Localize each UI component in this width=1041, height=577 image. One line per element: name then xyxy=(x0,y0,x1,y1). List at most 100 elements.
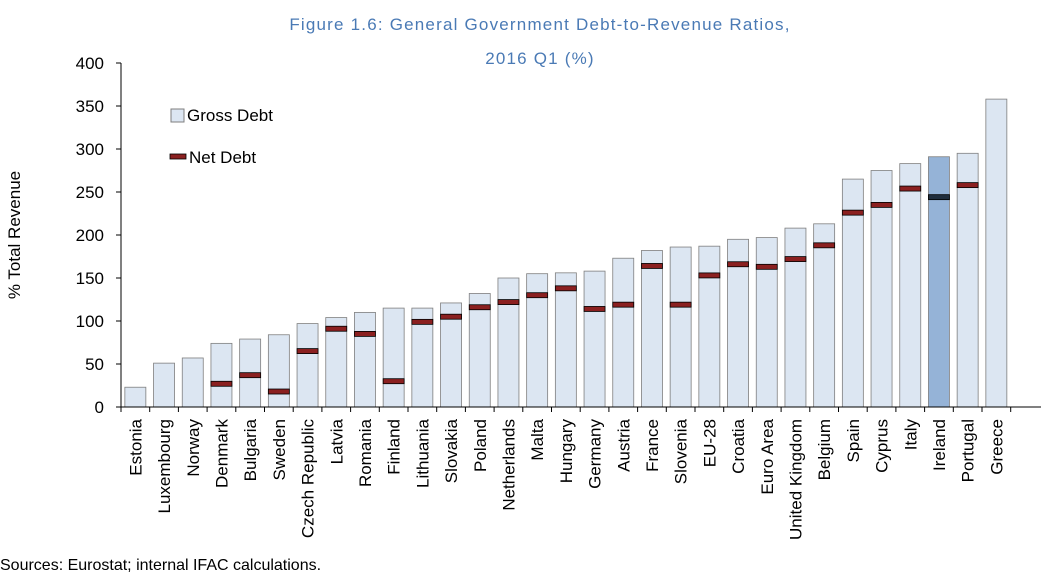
gross-debt-bar-finland xyxy=(382,307,405,408)
x-tick-label: Ireland xyxy=(930,419,949,471)
y-tick-label: 50 xyxy=(85,355,104,374)
x-tick-label: France xyxy=(643,419,662,472)
net-debt-marker-france xyxy=(641,263,663,269)
x-tick-label: Latvia xyxy=(327,418,346,464)
net-debt-marker-latvia xyxy=(325,325,348,332)
gross-debt-bar-euro-area xyxy=(755,237,778,408)
x-tick-label: Estonia xyxy=(126,418,145,475)
net-debt-marker-italy xyxy=(899,185,922,192)
x-tick-label: Euro Area xyxy=(758,418,777,494)
x-tick-label: Greece xyxy=(987,419,1006,475)
x-tick-label: Spain xyxy=(844,419,863,462)
gross-debt-bar-france xyxy=(641,250,663,408)
x-tick-label: Italy xyxy=(901,419,920,451)
x-tick-label: Netherlands xyxy=(499,419,518,511)
net-debt-marker-czech-republic xyxy=(296,348,319,355)
x-tick-label: EU-28 xyxy=(700,419,719,467)
y-tick-label: 400 xyxy=(76,54,104,73)
x-tick-label: Sweden xyxy=(270,419,289,480)
legend-label-net-debt: Net Debt xyxy=(189,148,256,167)
net-debt-marker-germany xyxy=(583,306,606,312)
net-debt-markers xyxy=(210,182,979,395)
x-tick-label: Slovakia xyxy=(442,418,461,483)
gross-debt-bar-poland xyxy=(468,293,491,408)
legend-swatch-net-debt xyxy=(169,153,187,160)
y-tick-label: 100 xyxy=(76,312,104,331)
legend-swatch-gross-debt xyxy=(170,108,185,123)
y-tick-label: 250 xyxy=(76,183,104,202)
net-debt-marker-eu-28 xyxy=(698,272,721,279)
legend-item-net-debt: Net Debt xyxy=(169,148,256,167)
gross-debt-bar-austria xyxy=(612,257,635,408)
x-tick-label: Malta xyxy=(528,418,547,460)
x-tick-label: Poland xyxy=(471,419,490,472)
net-debt-marker-belgium xyxy=(813,242,836,249)
net-debt-marker-portugal xyxy=(956,182,979,189)
gross-debt-bar-romania xyxy=(354,311,376,408)
gross-debt-bar-germany xyxy=(583,270,606,408)
source-note: Sources: Eurostat; internal IFAC calcula… xyxy=(0,557,322,574)
y-tick-label: 200 xyxy=(76,226,104,245)
gross-debt-bar-slovenia xyxy=(669,246,692,408)
x-tick-label: Romania xyxy=(356,418,375,487)
gross-debt-bar-italy xyxy=(899,163,922,408)
net-debt-marker-euro-area xyxy=(755,263,778,270)
x-tick-label: Luxembourg xyxy=(155,419,174,514)
x-tick-label: Denmark xyxy=(212,419,231,488)
net-debt-marker-ireland xyxy=(928,194,950,201)
gross-debt-bar-belgium xyxy=(813,223,836,408)
net-debt-marker-bulgaria xyxy=(239,372,262,379)
chart-title-line-2: 2016 Q1 (%) xyxy=(485,49,595,68)
gross-debt-bar-sweden xyxy=(267,334,290,408)
chart-title: Figure 1.6: General Government Debt-to-R… xyxy=(289,15,790,68)
net-debt-marker-austria xyxy=(612,301,635,308)
net-debt-marker-slovenia xyxy=(669,301,692,308)
net-debt-marker-poland xyxy=(468,304,491,311)
x-tick-label: Germany xyxy=(586,419,605,489)
legend-label-gross-debt: Gross Debt xyxy=(187,106,273,125)
x-tick-label: United Kingdom xyxy=(786,419,805,540)
net-debt-marker-lithuania xyxy=(411,318,434,325)
y-axis: 0 50 100 150 200 250 300 350 400 xyxy=(76,54,122,417)
x-tick-label: Hungary xyxy=(557,419,576,484)
y-tick-label: 350 xyxy=(76,97,104,116)
x-tick-label: Czech Republic xyxy=(299,419,318,539)
gross-debt-bar-united-kingdom xyxy=(784,227,807,408)
y-tick-label: 300 xyxy=(76,140,104,159)
chart-title-line-1: Figure 1.6: General Government Debt-to-R… xyxy=(289,15,790,34)
gross-debt-bar-hungary xyxy=(554,272,577,408)
net-debt-marker-finland xyxy=(382,378,405,385)
gross-debt-bar-norway xyxy=(181,357,204,408)
gross-debt-bars xyxy=(124,98,1008,408)
net-debt-marker-malta xyxy=(526,292,549,299)
x-axis: Estonia Luxembourg Norway Denmark Bulgaria Sw… xyxy=(120,406,1041,540)
net-debt-marker-croatia xyxy=(727,261,749,268)
gross-debt-bar-czech-republic xyxy=(296,323,319,408)
net-debt-marker-netherlands xyxy=(497,299,520,305)
net-debt-marker-united-kingdom xyxy=(784,256,807,262)
gross-debt-bar-greece xyxy=(985,98,1008,408)
net-debt-marker-sweden xyxy=(267,388,290,395)
x-tick-label: Bulgaria xyxy=(241,418,260,481)
x-tick-label: Norway xyxy=(184,419,203,477)
gross-debt-bar-luxembourg xyxy=(153,362,175,408)
y-tick-label: 0 xyxy=(95,398,104,417)
net-debt-marker-slovakia xyxy=(440,313,462,320)
x-tick-label: Portugal xyxy=(959,419,978,482)
y-axis-label: % Total Revenue xyxy=(5,171,24,299)
legend-item-gross-debt: Gross Debt xyxy=(170,106,273,125)
gross-debt-bar-denmark xyxy=(210,342,233,408)
legend: Gross Debt Net Debt xyxy=(169,106,273,167)
gross-debt-bar-portugal xyxy=(956,152,979,408)
net-debt-marker-spain xyxy=(841,209,864,216)
net-debt-marker-hungary xyxy=(554,285,577,292)
net-debt-marker-cyprus xyxy=(870,201,893,208)
x-tick-label: Belgium xyxy=(815,419,834,480)
gross-debt-bar-estonia xyxy=(124,386,147,408)
x-tick-label: Austria xyxy=(614,418,633,471)
x-tick-label: Finland xyxy=(385,419,404,475)
y-tick-label: 150 xyxy=(76,269,104,288)
net-debt-marker-romania xyxy=(354,330,376,337)
gross-debt-bar-netherlands xyxy=(497,277,520,408)
